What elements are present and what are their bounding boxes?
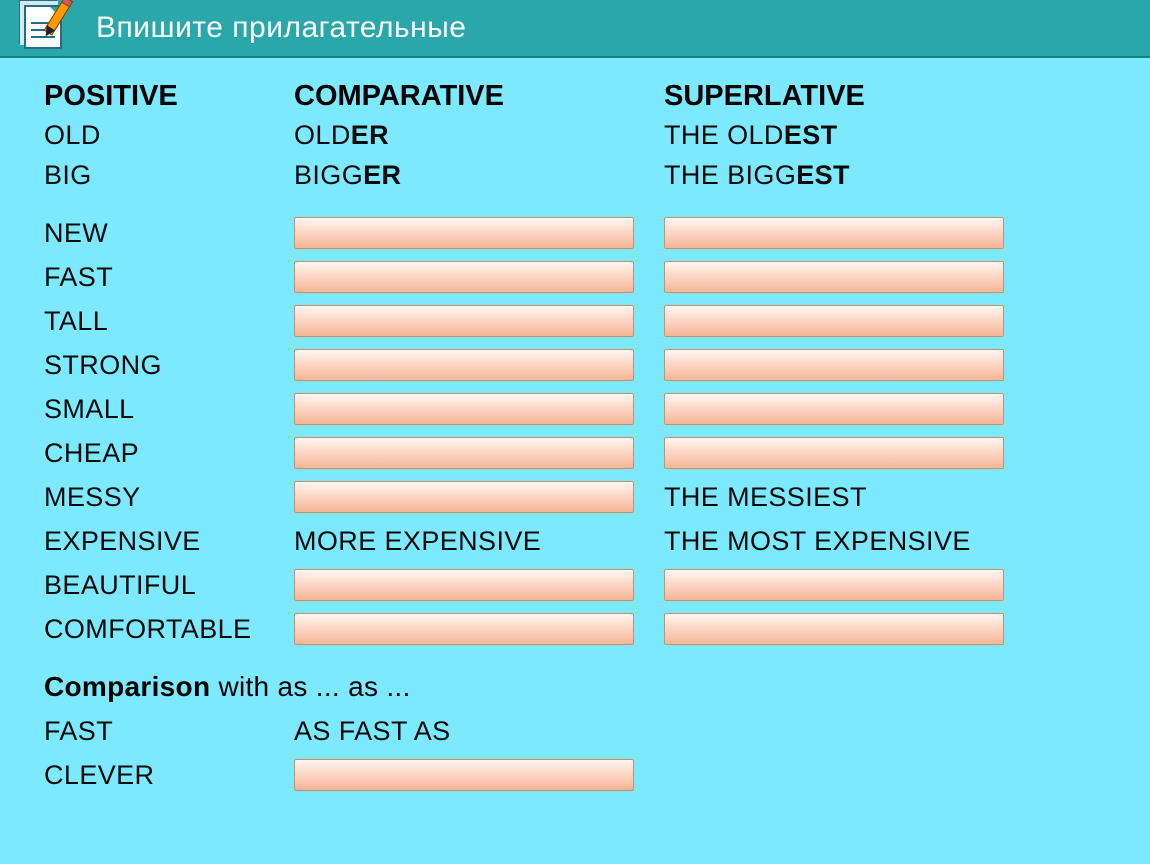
example-superlative: the biggest xyxy=(664,155,1004,195)
superlative-text: the most expensive xyxy=(664,519,1004,563)
column-header-positive: Positive xyxy=(44,80,264,113)
page-title: Впишите прилагательные xyxy=(96,11,467,45)
adjective-positive: expensive xyxy=(44,519,264,563)
asas-positive: fast xyxy=(44,709,264,753)
content-area: PositiveComparativeSuperlativeoldolderth… xyxy=(0,58,1150,864)
superlative-input[interactable] xyxy=(664,613,1004,645)
comparative-input[interactable] xyxy=(294,305,634,337)
superlative-input[interactable] xyxy=(664,569,1004,601)
comparative-input[interactable] xyxy=(294,261,634,293)
asas-input[interactable] xyxy=(294,759,634,791)
notes-pencil-icon xyxy=(18,3,78,53)
adjective-positive: new xyxy=(44,211,264,255)
superlative-input[interactable] xyxy=(664,393,1004,425)
adjective-positive: strong xyxy=(44,343,264,387)
asas-positive: clever xyxy=(44,753,264,797)
column-header-comparative: Comparative xyxy=(294,80,634,113)
adjective-positive: messy xyxy=(44,475,264,519)
empty-cell xyxy=(664,709,1004,753)
example-comparative: bigger xyxy=(294,155,634,195)
adjective-positive: fast xyxy=(44,255,264,299)
example-positive: big xyxy=(44,155,264,195)
superlative-input[interactable] xyxy=(664,349,1004,381)
asas-value: as fast as xyxy=(294,709,634,753)
adjective-positive: beautiful xyxy=(44,563,264,607)
comparative-input[interactable] xyxy=(294,393,634,425)
comparative-text: more expensive xyxy=(294,519,634,563)
comparative-input[interactable] xyxy=(294,613,634,645)
superlative-input[interactable] xyxy=(664,305,1004,337)
adjective-positive: small xyxy=(44,387,264,431)
superlative-text: the messiest xyxy=(664,475,1004,519)
example-comparative: older xyxy=(294,115,634,155)
comparison-as-as-header: Comparison with as ... as ... xyxy=(44,671,1004,703)
comparative-input[interactable] xyxy=(294,481,634,513)
comparative-input[interactable] xyxy=(294,569,634,601)
example-positive: old xyxy=(44,115,264,155)
comparative-input[interactable] xyxy=(294,437,634,469)
adjective-positive: comfortable xyxy=(44,607,264,651)
title-bar: Впишите прилагательные xyxy=(0,0,1150,58)
adjective-positive: tall xyxy=(44,299,264,343)
adjective-positive: cheap xyxy=(44,431,264,475)
comparative-input[interactable] xyxy=(294,349,634,381)
empty-cell xyxy=(664,753,1004,797)
superlative-input[interactable] xyxy=(664,437,1004,469)
superlative-input[interactable] xyxy=(664,261,1004,293)
comparative-input[interactable] xyxy=(294,217,634,249)
example-superlative: the oldest xyxy=(664,115,1004,155)
column-header-superlative: Superlative xyxy=(664,80,1004,113)
superlative-input[interactable] xyxy=(664,217,1004,249)
